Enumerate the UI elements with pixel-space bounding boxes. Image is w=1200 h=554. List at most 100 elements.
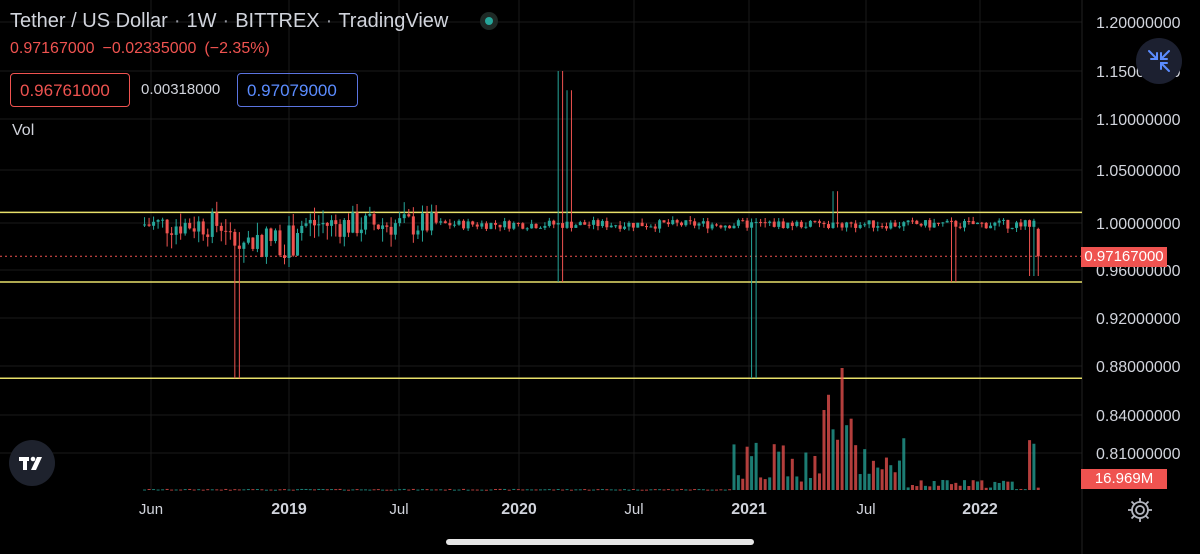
candle-body [402, 214, 406, 219]
volume-bar [715, 489, 718, 491]
interval-label[interactable]: 1W [186, 10, 217, 32]
candle-body [179, 226, 183, 234]
volume-bar [434, 489, 438, 491]
volume-bar [666, 489, 670, 491]
candle-body [631, 222, 635, 228]
volume-bar [631, 489, 635, 491]
volume-bar [215, 489, 219, 491]
collapse-arrows-icon [1148, 50, 1170, 72]
candle-body [251, 237, 255, 249]
candle-body [701, 221, 705, 224]
candle-body [849, 222, 853, 224]
collapse-button[interactable] [1136, 38, 1182, 84]
buy-price-button[interactable]: 0.97079000 [237, 73, 358, 107]
settings-gear-icon[interactable] [1127, 497, 1153, 523]
volume-bar [300, 488, 304, 490]
volume-bar [754, 442, 758, 490]
volume-bar [719, 489, 723, 491]
volume-bar [452, 489, 456, 491]
volume-bar [1036, 487, 1040, 490]
volume-bar [671, 489, 675, 491]
candle-body [503, 221, 507, 228]
volume-bar [246, 489, 250, 491]
volume-bar [600, 489, 604, 491]
volume-bar [308, 489, 312, 491]
volume-bar [269, 489, 273, 491]
volume-bar [321, 489, 325, 491]
volume-bar [710, 489, 714, 491]
volume-bar [260, 489, 264, 491]
volume-bar [827, 394, 831, 490]
volume-bar [817, 473, 821, 490]
candle-body [675, 220, 679, 223]
symbol-title[interactable]: Tether / US Dollar · 1W · BITTREX · TradingVie… [10, 10, 448, 33]
volume-bar [680, 488, 683, 490]
candle-body [278, 230, 282, 256]
volume-bar [583, 489, 587, 491]
volume-bar [381, 489, 385, 491]
volume-bar [928, 486, 932, 490]
title-separator: · [173, 10, 181, 32]
volume-bar [653, 489, 657, 491]
candle-body [516, 222, 520, 224]
volume-bar [910, 485, 914, 490]
sell-price-button[interactable]: 0.96761000 [10, 73, 130, 107]
volume-bar [430, 489, 434, 491]
candle-body [822, 222, 826, 225]
volume-bar [347, 489, 351, 491]
candle-body [614, 225, 618, 227]
volume-bar [745, 446, 749, 490]
volume-legend-label[interactable]: Vol [12, 122, 35, 139]
volume-bar [494, 488, 498, 490]
volume-bar [398, 489, 402, 491]
candle-body [296, 233, 300, 256]
x-tick-label: 2021 [731, 501, 767, 518]
volume-bar [547, 489, 551, 491]
candle-body [534, 223, 538, 229]
volume-bar [919, 480, 923, 490]
candle-body [795, 221, 799, 226]
volume-bar [1023, 489, 1027, 491]
volume-bar [578, 489, 582, 491]
candle-body [484, 223, 488, 229]
candle-body [443, 221, 447, 224]
last-price: 0.97167000 [10, 40, 95, 57]
volume-bar [556, 489, 560, 491]
volume-bar [688, 489, 692, 491]
volume-bar [950, 484, 953, 490]
candle-body [906, 220, 910, 223]
volume-bar [822, 410, 826, 490]
home-indicator[interactable] [446, 539, 754, 545]
volume-bar [224, 488, 228, 490]
volume-bar [736, 475, 740, 490]
price-change-percent: (−2.35%) [204, 40, 270, 57]
volume-bar [507, 489, 511, 491]
candle-body [889, 222, 893, 229]
tradingview-logo-icon[interactable] [9, 440, 55, 486]
candle-body [858, 224, 862, 228]
volume-bar [954, 482, 958, 490]
volume-bar [867, 473, 871, 490]
volume-bar [152, 489, 156, 491]
candle-body [161, 219, 165, 221]
volume-bar [1015, 489, 1019, 491]
candle-body [1019, 222, 1023, 227]
volume-bar [880, 469, 884, 490]
candle-body [915, 220, 919, 224]
candle-body [804, 226, 808, 228]
volume-bar [618, 489, 622, 491]
volume-bar [605, 489, 609, 491]
volume-bar [342, 489, 346, 491]
candle-body [152, 221, 156, 226]
candle-body [233, 231, 237, 246]
candle-body [723, 225, 727, 228]
candle-body [325, 222, 329, 226]
candle-body [434, 212, 438, 223]
candle-body [452, 224, 456, 226]
candle-body [398, 218, 402, 224]
candle-body [745, 220, 749, 228]
candle-body [165, 219, 169, 234]
candle-body [197, 221, 201, 232]
candle-body [569, 221, 573, 228]
